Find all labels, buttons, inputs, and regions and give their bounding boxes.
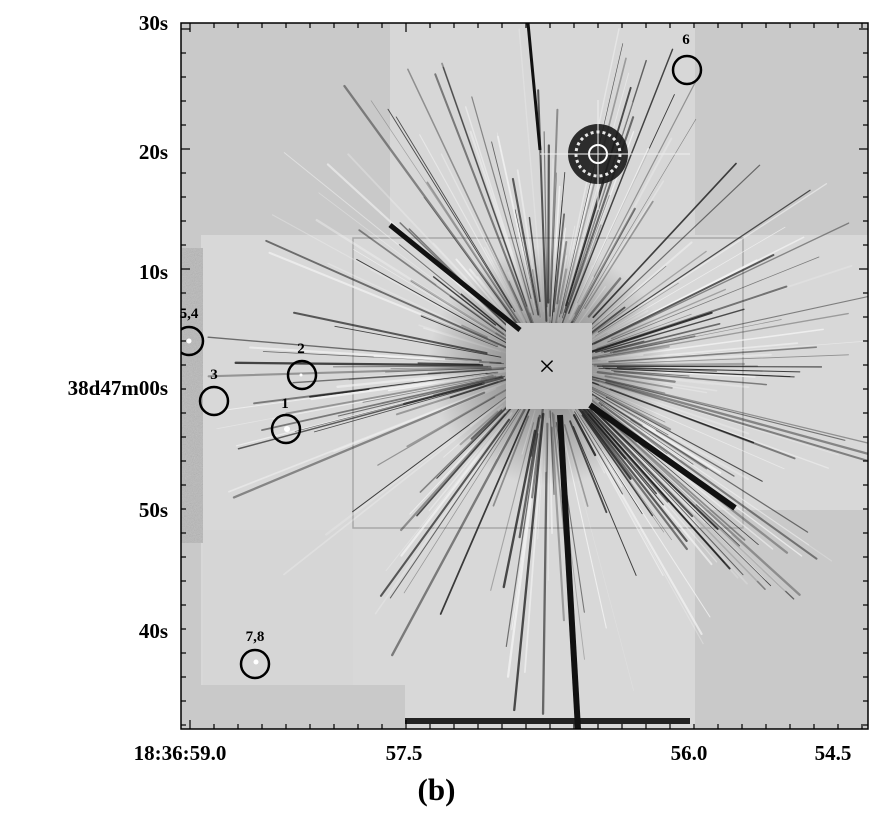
source-circle-7-8 xyxy=(239,648,271,680)
source-circles xyxy=(181,54,703,680)
y-tick-label: 38d47m00s xyxy=(68,376,168,400)
source-label-5-4: 5,4 xyxy=(180,306,199,322)
source-circle-3 xyxy=(198,385,230,417)
x-tick-label: 57.5 xyxy=(386,741,423,765)
x-tick-label: 54.5 xyxy=(815,741,852,765)
point-sources xyxy=(186,338,303,665)
y-tick-label: 20s xyxy=(139,140,168,164)
x-tick-label: 56.0 xyxy=(671,741,708,765)
y-tick-label: 30s xyxy=(139,11,168,35)
secondary-star xyxy=(540,100,690,210)
source-circle-5-4 xyxy=(181,325,205,357)
saturated-core-mask xyxy=(506,323,592,409)
y-tick-label: 50s xyxy=(139,498,168,522)
tick-marks xyxy=(181,23,868,729)
source-circle-2 xyxy=(286,359,318,391)
y-tick-label: 10s xyxy=(139,260,168,284)
source-label-3: 3 xyxy=(210,367,218,383)
source-circle-6 xyxy=(671,54,703,86)
center-marker: × xyxy=(539,350,556,383)
source-label-1: 1 xyxy=(281,396,289,412)
source-label-2: 2 xyxy=(297,341,305,357)
panel-label: (b) xyxy=(417,772,456,807)
image-area: × xyxy=(181,23,868,729)
y-tick-label: 40s xyxy=(139,619,168,643)
source-circle-1 xyxy=(270,413,302,445)
source-label-6: 6 xyxy=(682,32,690,48)
mosaic-tiles xyxy=(181,23,868,729)
x-tick-label: 18:36:59.0 xyxy=(134,741,227,765)
bright-streaks xyxy=(388,23,737,729)
source-label-7-8: 7,8 xyxy=(246,629,265,645)
plot-frame xyxy=(180,22,869,730)
